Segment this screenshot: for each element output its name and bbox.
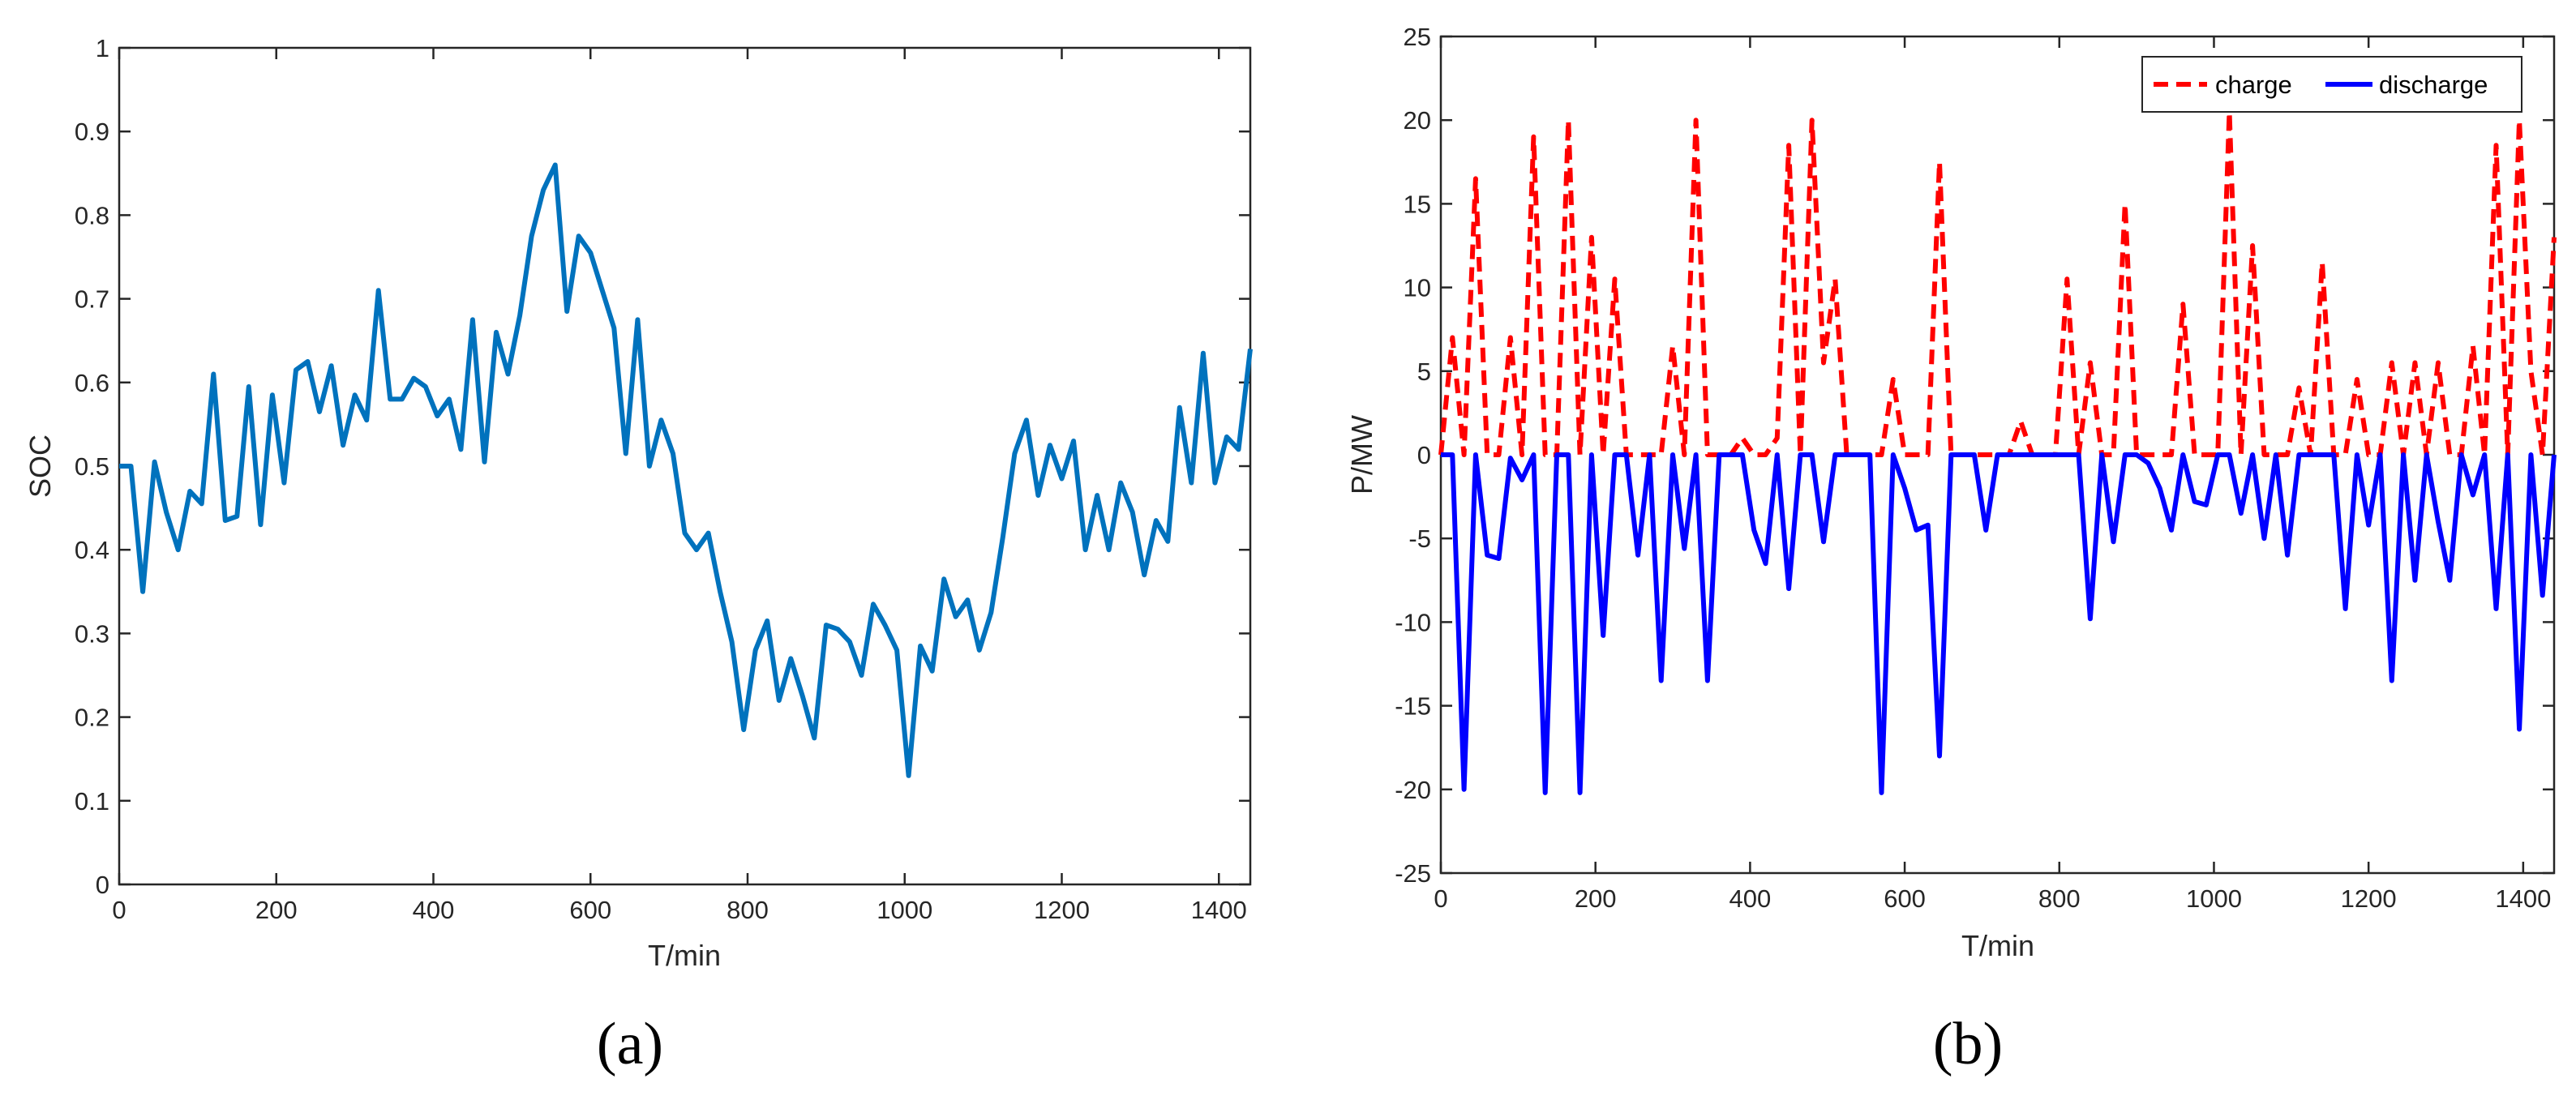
power-y-tick-label: 15 xyxy=(1404,190,1431,218)
power-y-tick-label: -15 xyxy=(1395,692,1431,721)
discharge-series-line xyxy=(1441,452,2557,795)
power-x-tick-label: 800 xyxy=(2038,884,2081,913)
panel-label-b: (b) xyxy=(1933,1011,2003,1077)
power-y-tick-label: -5 xyxy=(1408,524,1431,553)
soc-series-line xyxy=(119,162,1253,778)
soc-x-axis-label: T/min xyxy=(648,939,721,972)
power-y-tick-label: 0 xyxy=(1417,441,1431,469)
soc-chart: 0 200 400 600 800 1000 1200 1400 0 0.1 0.2 0.3 0.4 0.… xyxy=(24,34,1253,1077)
power-chart: 0 200 400 600 800 1000 1200 1400 -25 -20 -15 -10 -5 0… xyxy=(1345,23,2557,1077)
power-x-tick-label: 200 xyxy=(1575,884,1617,913)
legend: charge discharge xyxy=(2141,56,2522,113)
soc-y-tick-label: 1 xyxy=(96,34,109,62)
power-y-tick-label: 20 xyxy=(1404,106,1431,135)
legend-charge-label: charge xyxy=(2215,71,2292,99)
legend-discharge-label: discharge xyxy=(2379,71,2488,99)
soc-y-axis-label: SOC xyxy=(24,435,57,498)
power-y-tick-label: 5 xyxy=(1417,357,1431,386)
power-x-tick-label: 1200 xyxy=(2341,884,2397,913)
power-x-tick-label: 400 xyxy=(1729,884,1772,913)
power-x-axis-label: T/min xyxy=(1961,929,2034,962)
soc-y-tick-label: 0.7 xyxy=(75,285,109,314)
soc-x-tick-label: 600 xyxy=(569,896,611,924)
power-x-tick-label: 600 xyxy=(1884,884,1926,913)
soc-plot-frame xyxy=(118,46,1252,886)
power-x-tick-label: 0 xyxy=(1434,884,1447,913)
soc-x-tick-label: 1000 xyxy=(877,896,932,924)
soc-y-tick-label: 0.6 xyxy=(75,369,109,397)
power-y-tick-label: -25 xyxy=(1395,859,1431,888)
soc-y-tick-label: 0.8 xyxy=(75,201,109,229)
soc-x-tick-label: 1400 xyxy=(1191,896,1247,924)
soc-y-tick-label: 0.3 xyxy=(75,619,109,648)
soc-y-tick-label: 0.9 xyxy=(75,118,109,146)
soc-y-tick-label: 0.5 xyxy=(75,452,109,481)
power-y-tick-label: -20 xyxy=(1395,776,1431,804)
power-y-tick-label: -10 xyxy=(1395,608,1431,636)
soc-x-tick-label: 400 xyxy=(413,896,455,924)
soc-y-tick-label: 0.4 xyxy=(75,536,109,564)
panel-label-a: (a) xyxy=(597,1011,663,1077)
soc-y-tick-label: 0 xyxy=(96,871,109,899)
power-y-tick-label: 25 xyxy=(1404,23,1431,51)
soc-x-tick-label: 200 xyxy=(255,896,298,924)
soc-x-tick-label: 800 xyxy=(727,896,769,924)
soc-y-tick-label: 0.2 xyxy=(75,704,109,732)
soc-y-tick-label: 0.1 xyxy=(75,787,109,816)
power-x-tick-label: 1400 xyxy=(2495,884,2551,913)
power-y-axis-label: P/MW xyxy=(1345,415,1378,494)
soc-x-tick-label: 0 xyxy=(112,896,126,924)
soc-x-tick-label: 1200 xyxy=(1034,896,1090,924)
power-x-tick-label: 1000 xyxy=(2186,884,2242,913)
power-y-tick-label: 10 xyxy=(1404,274,1431,302)
